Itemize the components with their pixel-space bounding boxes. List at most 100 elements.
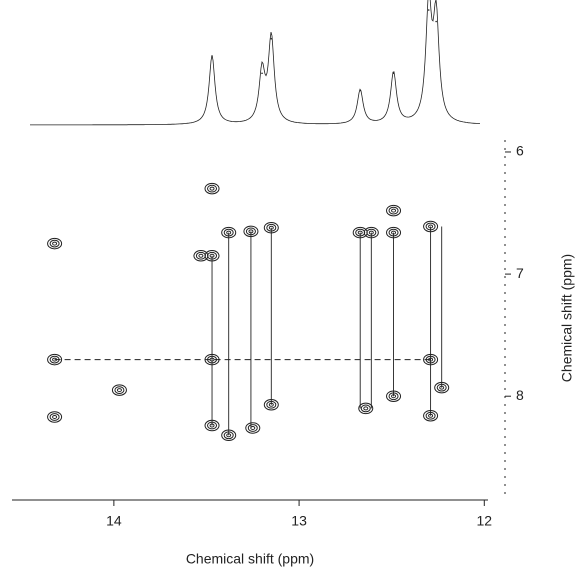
contour-ring (195, 251, 206, 260)
contour-peak (358, 402, 374, 415)
contour-ring (391, 208, 397, 213)
contour-ring (221, 226, 237, 239)
contour-ring (266, 223, 277, 232)
contour-ring (204, 419, 220, 432)
contour-ring (207, 251, 218, 260)
contour-peak (221, 429, 237, 442)
y-axis-label: Chemical shift (ppm) (559, 254, 575, 382)
x-tick-label: 14 (106, 513, 122, 529)
contour-ring (247, 424, 258, 432)
contour-peak (47, 353, 63, 366)
contour-peak (204, 353, 220, 366)
contour-ring (423, 220, 439, 233)
contour-ring (357, 230, 363, 235)
contour-peak (386, 226, 402, 239)
projection-peak (359, 89, 362, 92)
contour-ring (368, 230, 374, 235)
contour-ring (209, 253, 215, 258)
contour-ring (49, 355, 60, 364)
contour-peak (204, 182, 220, 195)
contour-peak (263, 221, 279, 234)
contour-ring (207, 421, 218, 430)
contour-ring (111, 384, 127, 396)
contour-ring (116, 388, 122, 393)
x-axis-label: Chemical shift (ppm) (186, 551, 314, 567)
contour-ring (223, 228, 234, 237)
contour-ring (49, 413, 60, 421)
contour-peak (386, 204, 402, 217)
contour-peak (243, 225, 259, 238)
contour-ring (363, 406, 369, 411)
contour-ring (439, 385, 445, 390)
contour-ring (263, 399, 279, 411)
contour-peak (423, 409, 439, 422)
contour-ring (436, 383, 447, 392)
contour-peak (193, 250, 209, 262)
y-tick-label: 7 (516, 265, 524, 281)
contour-ring (226, 433, 232, 438)
contour-ring (52, 357, 58, 362)
contour-ring (266, 400, 277, 409)
contour-peak (221, 226, 237, 239)
contour-ring (428, 413, 434, 418)
contour-peak (423, 353, 439, 366)
contour-ring (434, 381, 450, 394)
contour-ring (388, 206, 399, 215)
y-tick-label: 8 (516, 387, 524, 403)
contour-ring (388, 228, 399, 237)
contour-ring (207, 355, 218, 364)
contour-ring (226, 230, 232, 235)
contour-ring (47, 411, 63, 423)
projection-peak (270, 37, 273, 40)
contour-peak (423, 220, 439, 233)
contour-ring (209, 186, 215, 191)
contour-ring (245, 422, 261, 434)
contour-ring (47, 353, 63, 366)
projection-trace (30, 0, 480, 126)
contour-ring (425, 222, 436, 231)
contour-ring (209, 423, 215, 428)
y-tick-label: 6 (516, 143, 524, 159)
contour-peak (434, 381, 450, 394)
contour-peak (111, 384, 127, 396)
contour-ring (204, 353, 220, 366)
projection-peak (261, 72, 263, 75)
contour-ring (268, 402, 274, 407)
contour-peak (47, 237, 63, 250)
contour-ring (250, 425, 256, 430)
contour-ring (391, 230, 397, 235)
contour-ring (114, 386, 125, 394)
contour-peak (245, 422, 261, 434)
contour-ring (209, 357, 215, 362)
contour-ring (428, 357, 434, 362)
contour-ring (428, 224, 434, 229)
contour-peak (386, 390, 402, 402)
projection-peak (211, 55, 213, 57)
contour-ring (52, 414, 58, 419)
contour-peak (263, 399, 279, 411)
contour-ring (425, 355, 436, 364)
contour-ring (366, 228, 377, 237)
contour-ring (248, 229, 254, 234)
contour-peak (47, 411, 63, 423)
contour-peak (204, 419, 220, 432)
projection-peak (392, 72, 395, 75)
contour-ring (263, 221, 279, 234)
contour-peak (363, 226, 379, 239)
contour-ring (388, 392, 399, 401)
x-tick-label: 13 (291, 513, 307, 529)
contour-ring (360, 404, 371, 413)
contour-peak (204, 250, 220, 262)
contour-ring (423, 353, 439, 366)
contour-ring (204, 182, 220, 195)
contour-ring (268, 225, 274, 230)
contour-ring (423, 409, 439, 422)
contour-ring (47, 237, 63, 250)
contour-ring (198, 253, 204, 258)
contour-ring (391, 394, 397, 399)
contour-ring (223, 431, 234, 440)
contour-ring (386, 390, 402, 402)
contour-ring (425, 411, 436, 420)
contour-ring (243, 225, 259, 238)
